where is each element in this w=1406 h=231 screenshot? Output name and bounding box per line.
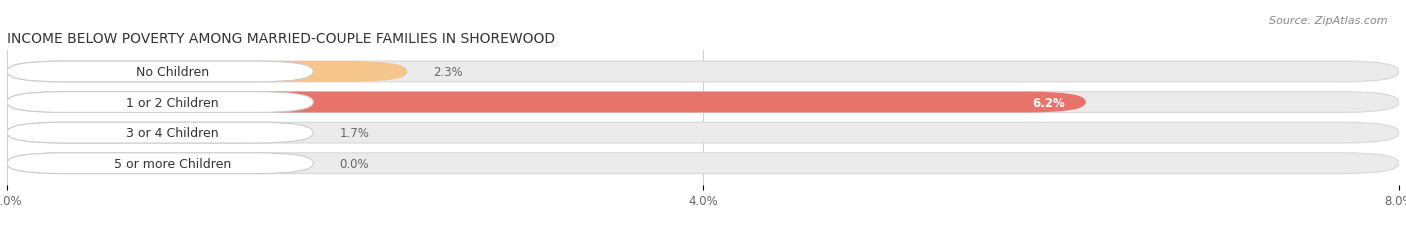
Text: INCOME BELOW POVERTY AMONG MARRIED-COUPLE FAMILIES IN SHOREWOOD: INCOME BELOW POVERTY AMONG MARRIED-COUPL…: [7, 32, 555, 46]
Text: No Children: No Children: [136, 66, 209, 79]
Text: 3 or 4 Children: 3 or 4 Children: [127, 127, 219, 140]
FancyBboxPatch shape: [7, 123, 302, 143]
FancyBboxPatch shape: [7, 123, 314, 143]
FancyBboxPatch shape: [7, 92, 1399, 113]
Text: 2.3%: 2.3%: [433, 66, 463, 79]
FancyBboxPatch shape: [7, 62, 1399, 82]
FancyBboxPatch shape: [7, 62, 408, 82]
FancyBboxPatch shape: [7, 153, 314, 174]
Text: 6.2%: 6.2%: [1032, 96, 1064, 109]
Text: 0.0%: 0.0%: [339, 157, 368, 170]
Text: 1 or 2 Children: 1 or 2 Children: [127, 96, 219, 109]
FancyBboxPatch shape: [7, 153, 1399, 174]
FancyBboxPatch shape: [7, 123, 1399, 143]
Circle shape: [4, 158, 66, 169]
FancyBboxPatch shape: [7, 92, 1085, 113]
FancyBboxPatch shape: [7, 92, 314, 113]
Text: 5 or more Children: 5 or more Children: [114, 157, 231, 170]
Text: 1.7%: 1.7%: [339, 127, 370, 140]
FancyBboxPatch shape: [7, 62, 314, 82]
Text: Source: ZipAtlas.com: Source: ZipAtlas.com: [1270, 16, 1388, 26]
